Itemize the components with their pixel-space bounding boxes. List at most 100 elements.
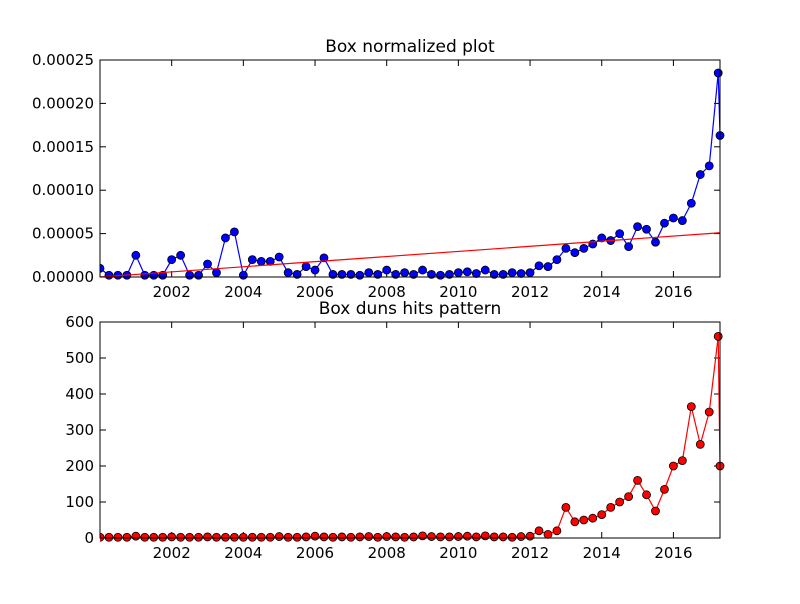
x-tick-label: 2016: [654, 283, 692, 301]
data-point: [436, 270, 445, 280]
data-point: [382, 532, 392, 541]
y-tick-label: 0.00010: [32, 181, 94, 199]
data-point: [337, 269, 347, 279]
data-point: [606, 502, 616, 512]
data-point: [310, 531, 320, 541]
data-point: [328, 269, 338, 279]
data-point: [185, 532, 194, 542]
data-point: [364, 268, 374, 278]
y-tick-label: 0.00015: [32, 138, 94, 156]
data-point: [400, 532, 410, 542]
data-point: [677, 216, 687, 225]
data-point: [409, 532, 418, 542]
x-tick-label: 2012: [511, 544, 549, 562]
data-point: [633, 222, 642, 232]
x-tick-label: 2008: [368, 544, 406, 562]
data-point: [570, 517, 580, 527]
data-point: [579, 243, 589, 253]
data-point: [212, 268, 221, 278]
data-point: [149, 532, 159, 542]
y-tick-label: 0.00000: [32, 268, 94, 286]
data-point: [704, 161, 714, 171]
data-point: [319, 532, 329, 542]
data-point: [507, 268, 517, 278]
data-point: [337, 532, 347, 542]
data-point: [140, 532, 150, 542]
x-tick-label: 2014: [583, 283, 621, 301]
data-point: [364, 532, 374, 541]
data-point: [418, 265, 427, 275]
data-point: [534, 526, 544, 536]
plot-area: [100, 68, 725, 280]
data-point: [328, 532, 338, 542]
data-point: [669, 213, 678, 223]
data-point: [229, 227, 239, 237]
y-tick-label: 0.00020: [32, 94, 94, 112]
data-point: [498, 269, 508, 279]
x-tick-label: 2004: [224, 283, 262, 301]
x-tick-label: 2010: [439, 544, 477, 562]
x-tick-label: 2008: [368, 283, 406, 301]
axes-frame: [99, 59, 721, 278]
data-point: [669, 461, 678, 471]
data-point: [203, 259, 212, 269]
data-point: [418, 531, 427, 541]
data-point: [543, 262, 553, 271]
data-point: [104, 270, 114, 280]
x-tick-label: 2010: [439, 283, 477, 301]
data-point: [319, 253, 329, 263]
y-tick-label: 500: [65, 349, 94, 367]
y-tick-label: 600: [65, 313, 94, 331]
data-point: [301, 262, 311, 271]
data-point: [346, 532, 356, 542]
y-tick-label: 0: [84, 529, 94, 547]
x-tick-label: 2006: [296, 544, 334, 562]
data-point: [534, 261, 544, 271]
data-point: [256, 256, 266, 266]
data-point: [660, 484, 669, 494]
data-point: [462, 531, 472, 541]
data-point: [642, 224, 651, 234]
data-point: [471, 269, 481, 278]
data-point: [382, 265, 392, 275]
data-point: [453, 532, 463, 541]
data-point: [212, 532, 221, 542]
data-point: [525, 531, 535, 541]
x-tick-label: 2002: [153, 283, 191, 301]
axes-frame: [99, 321, 721, 539]
data-point: [391, 269, 401, 279]
y-tick-label: 0.00005: [32, 225, 94, 243]
data-point: [579, 515, 589, 525]
data-point: [167, 255, 177, 265]
data-point: [292, 532, 302, 542]
y-tick-label: 400: [65, 385, 94, 403]
data-point: [409, 269, 418, 279]
data-point: [624, 492, 634, 502]
data-point: [516, 532, 526, 541]
data-point: [203, 532, 212, 542]
data-point: [229, 532, 239, 542]
data-point: [310, 265, 320, 275]
data-point: [552, 526, 562, 536]
data-point: [176, 250, 186, 260]
data-point: [427, 269, 436, 279]
data-point: [355, 270, 365, 280]
x-tick-label: 2016: [654, 544, 692, 562]
data-point: [445, 269, 454, 279]
plot-area: [100, 331, 725, 542]
data-point: [256, 532, 266, 542]
data-point: [498, 532, 508, 542]
data-point: [274, 252, 284, 262]
data-point: [525, 268, 535, 278]
data-point: [615, 229, 625, 239]
data-point: [131, 531, 141, 541]
data-point: [471, 532, 481, 542]
data-point: [597, 510, 607, 519]
x-tick-label: 2006: [296, 283, 334, 301]
x-tick-label: 2002: [153, 544, 191, 562]
data-point: [292, 269, 302, 279]
data-point: [100, 263, 105, 273]
